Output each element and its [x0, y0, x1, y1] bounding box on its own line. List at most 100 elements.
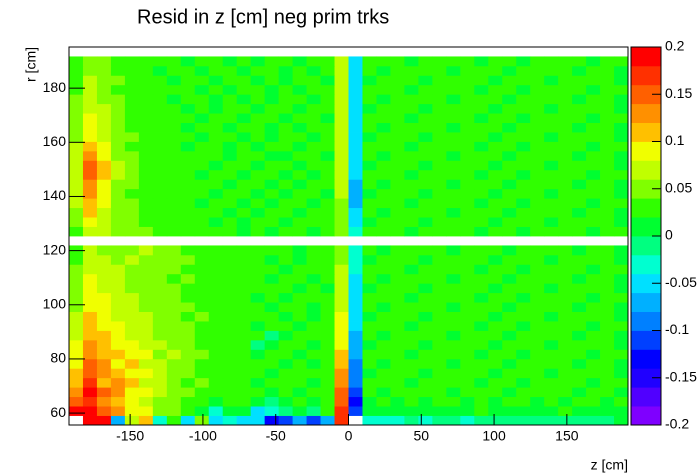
cell	[320, 207, 335, 218]
cell	[82, 198, 98, 209]
cell	[236, 283, 252, 294]
cell	[348, 150, 363, 161]
cell	[124, 254, 140, 265]
y-tick-label: 140	[43, 187, 67, 203]
cell	[530, 141, 545, 152]
cell	[390, 179, 405, 190]
cell	[558, 122, 573, 133]
cell	[334, 198, 349, 209]
cell	[488, 349, 503, 360]
cell	[124, 358, 140, 369]
cell	[306, 103, 321, 114]
cell	[264, 122, 280, 133]
cell	[544, 415, 559, 426]
cell	[418, 387, 433, 398]
cell	[180, 339, 196, 350]
cell	[586, 122, 601, 133]
cell	[586, 103, 601, 114]
cell	[572, 273, 587, 284]
cell	[306, 377, 321, 388]
cell	[446, 245, 461, 256]
cell	[320, 56, 335, 67]
cell	[194, 160, 210, 171]
cell	[138, 132, 154, 142]
cell	[292, 254, 307, 265]
cell	[194, 283, 210, 294]
cell	[348, 169, 363, 180]
cell	[320, 94, 335, 105]
cell	[362, 292, 377, 303]
cell	[96, 396, 112, 407]
cell	[334, 84, 349, 95]
cell	[278, 321, 293, 331]
cell	[278, 406, 293, 416]
cell	[418, 321, 433, 331]
cell	[166, 349, 182, 360]
cell	[474, 94, 489, 105]
cell	[152, 330, 168, 341]
cell	[236, 75, 252, 86]
cell	[292, 339, 307, 350]
cell	[278, 311, 293, 322]
cell	[544, 56, 559, 67]
cell	[390, 330, 405, 341]
cell	[250, 273, 266, 284]
cell	[558, 217, 573, 227]
cell	[82, 396, 98, 407]
cell	[320, 65, 335, 76]
cell	[418, 160, 433, 171]
cell	[166, 75, 182, 86]
x-axis-title: z [cm]	[591, 457, 628, 473]
cell	[124, 264, 140, 275]
cell	[180, 321, 196, 331]
cell	[334, 160, 349, 171]
cell	[222, 254, 238, 265]
cell	[558, 56, 573, 67]
cell	[348, 264, 363, 275]
cell	[110, 179, 126, 190]
cell	[516, 188, 531, 199]
cell	[362, 339, 377, 350]
cell	[348, 179, 363, 190]
cell	[558, 113, 573, 123]
cell	[544, 311, 559, 322]
cell	[292, 283, 307, 294]
cell	[544, 160, 559, 171]
cell	[376, 84, 391, 95]
cell	[194, 330, 210, 341]
cell	[180, 94, 196, 105]
cell	[152, 226, 168, 237]
cell	[488, 406, 503, 416]
cell	[222, 169, 238, 180]
cell	[180, 358, 196, 369]
cell	[502, 406, 517, 416]
cell	[390, 321, 405, 331]
cell	[110, 254, 126, 265]
cell	[110, 396, 126, 407]
cell	[208, 160, 224, 171]
cell	[69, 84, 84, 95]
cell	[292, 311, 307, 322]
cell	[600, 122, 615, 133]
cell	[390, 150, 405, 161]
cell	[292, 245, 307, 256]
cell	[69, 188, 84, 199]
cell	[278, 339, 293, 350]
cell	[572, 302, 587, 312]
cell	[124, 103, 140, 114]
cell	[124, 113, 140, 123]
cell	[474, 254, 489, 265]
cell	[572, 84, 587, 95]
cell	[334, 217, 349, 227]
cell	[418, 264, 433, 275]
cell	[278, 56, 293, 67]
cell	[502, 321, 517, 331]
cell	[69, 387, 84, 398]
cell	[236, 150, 252, 161]
cell	[516, 94, 531, 105]
cell	[390, 226, 405, 237]
cell	[292, 415, 307, 426]
y-tick-label: 60	[50, 404, 66, 420]
cell	[460, 330, 475, 341]
cell	[69, 358, 84, 369]
